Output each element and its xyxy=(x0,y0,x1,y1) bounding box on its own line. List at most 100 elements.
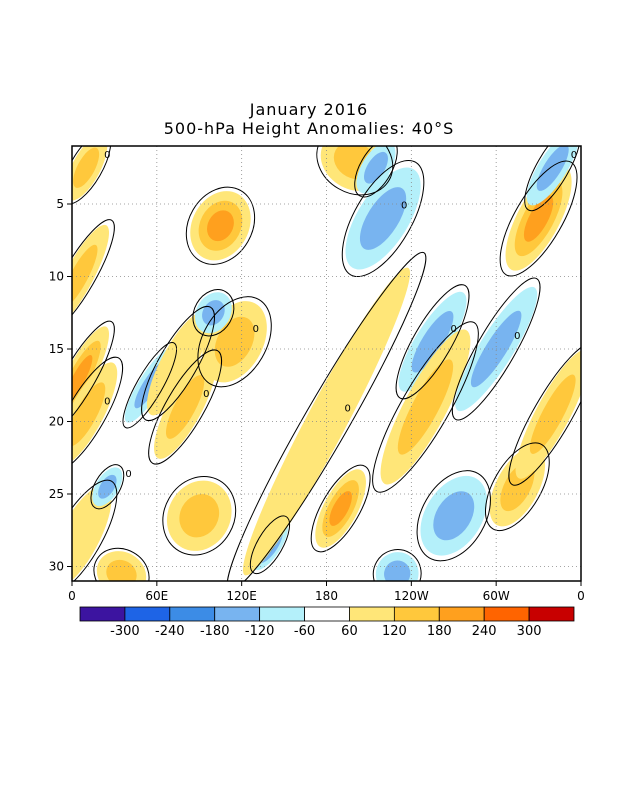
anomaly-band xyxy=(433,491,475,541)
colorbar-swatch xyxy=(349,606,395,622)
y-tick-label: 20 xyxy=(49,415,64,429)
anomaly-band xyxy=(523,195,554,242)
zero-contour xyxy=(372,321,479,493)
zero-contour xyxy=(162,476,237,556)
anomaly-band xyxy=(98,474,117,499)
anomaly-band xyxy=(72,244,98,309)
x-tick-label: 0 xyxy=(577,589,585,603)
contour-label: 0 xyxy=(125,469,131,480)
anomaly-feature xyxy=(72,485,112,581)
y-tick-label: 30 xyxy=(49,560,64,574)
anomaly-feature xyxy=(242,267,411,576)
anomaly-band xyxy=(179,494,220,538)
anomaly-feature xyxy=(515,349,581,479)
zero-contour xyxy=(484,442,550,532)
colorbar-swatch xyxy=(214,606,261,622)
grid-layer xyxy=(72,146,581,581)
zero-contour xyxy=(499,160,578,277)
anomaly-band xyxy=(536,146,569,191)
anomaly-feature xyxy=(356,146,396,194)
anomaly-feature xyxy=(72,362,118,467)
anomaly-feature xyxy=(154,355,217,459)
contour-label: 0 xyxy=(571,150,577,161)
zero-contour xyxy=(226,251,427,581)
zero-contour xyxy=(451,277,541,421)
chart-title: January 2016 xyxy=(249,100,369,119)
anomaly-band xyxy=(411,310,454,373)
colorbar-swatch xyxy=(528,606,575,622)
chart-subtitle: 500-hPa Height Anomalies: 40°S xyxy=(163,119,455,138)
y-tick-label: 15 xyxy=(49,342,64,356)
anomaly-band xyxy=(165,375,205,439)
y-tick-label: 25 xyxy=(49,487,64,501)
anomaly-feature xyxy=(190,191,251,261)
anomaly-band xyxy=(363,151,388,184)
x-tick-label: 180 xyxy=(315,589,338,603)
anomaly-band xyxy=(359,187,407,250)
colorbar-label: -120 xyxy=(245,624,275,639)
contour-label: 0 xyxy=(203,389,209,400)
zero-contour xyxy=(249,515,291,575)
anomaly-feature xyxy=(72,224,110,329)
x-tick-label: 120W xyxy=(394,589,429,603)
colorbar-label: -180 xyxy=(200,624,230,639)
colorbar-label: 60 xyxy=(341,624,358,639)
zero-contour xyxy=(72,479,118,581)
anomaly-band xyxy=(329,491,352,526)
zero-contour xyxy=(185,186,256,265)
anomaly-band xyxy=(72,485,112,581)
colorbar-label: 120 xyxy=(382,624,407,639)
colorbar-label: -60 xyxy=(294,624,315,639)
anomaly-feature xyxy=(398,291,467,392)
zero-contour xyxy=(395,284,470,400)
colorbar-swatch xyxy=(79,606,126,622)
anomaly-feature xyxy=(345,167,421,270)
contour-label: 0 xyxy=(104,150,110,161)
contour-label: 0 xyxy=(104,396,110,407)
x-tick-label: 60W xyxy=(483,589,510,603)
anomaly-feature xyxy=(72,146,108,201)
colorbar-label: -240 xyxy=(155,624,185,639)
zero-contour xyxy=(192,289,235,337)
anomaly-band xyxy=(242,267,411,576)
x-tick-label: 120E xyxy=(226,589,257,603)
zero-contour xyxy=(524,146,581,212)
zero-contour xyxy=(310,464,371,553)
zero-contour xyxy=(122,342,177,429)
zero-contour xyxy=(72,356,124,472)
anomaly-feature xyxy=(92,467,123,507)
colorbar-label: 180 xyxy=(427,624,452,639)
zero-contour xyxy=(148,349,223,465)
axis-layer: 0 60E 120E 180 120W 60W 0 5 10 15 20 25 30 xyxy=(49,197,585,603)
colorbar-swatch xyxy=(124,606,171,622)
colorbar-swatch xyxy=(304,606,350,622)
colorbar-swatch xyxy=(438,606,485,622)
zero-contour xyxy=(316,146,394,196)
y-tick-label: 5 xyxy=(56,197,64,211)
anomaly-band xyxy=(529,374,576,454)
zero-contour xyxy=(341,159,425,278)
x-tick-label: 60E xyxy=(145,589,168,603)
anomaly-band xyxy=(207,210,234,242)
colorbar-swatch xyxy=(393,606,440,622)
colorbar-swatch xyxy=(259,606,305,622)
colorbar-swatch xyxy=(169,606,216,622)
zero-contour xyxy=(354,146,398,198)
zero-contour xyxy=(72,219,115,334)
contour-label: 0 xyxy=(451,324,457,335)
y-tick-label: 10 xyxy=(49,270,64,284)
contour-label: 0 xyxy=(345,404,351,415)
zero-contour xyxy=(372,549,422,581)
colorbar-label: 240 xyxy=(472,624,497,639)
contour-label: 0 xyxy=(514,331,520,342)
anomaly-band xyxy=(72,382,106,447)
zero-contour-layer: 0 0 0 0 0 0 0 0 0 0 xyxy=(72,146,581,581)
zero-contour xyxy=(90,464,125,510)
zero-contour xyxy=(416,470,491,562)
contour-label: 0 xyxy=(401,201,407,212)
zero-contour xyxy=(141,305,215,422)
x-tick-label: 0 xyxy=(68,589,76,603)
zero-contour xyxy=(72,320,115,436)
anomaly-band xyxy=(73,147,100,188)
anomaly-feature xyxy=(166,480,232,551)
